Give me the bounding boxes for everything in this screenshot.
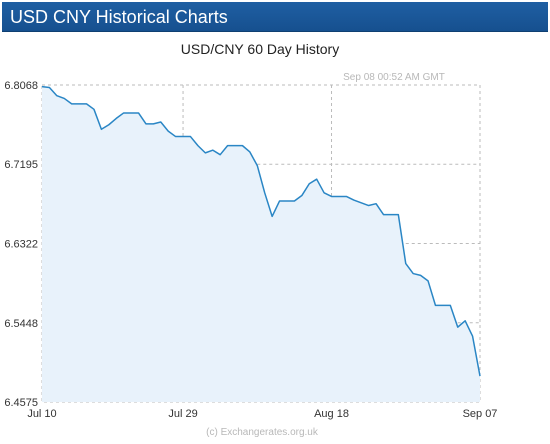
y-tick-label: 6.4575 [4,397,38,409]
y-tick-label: 6.8068 [4,80,38,92]
chart-title: USD/CNY 60 Day History [181,41,339,57]
page-title: USD CNY Historical Charts [10,7,228,27]
x-tick-label: Jul 10 [27,408,56,420]
header-bar: USD CNY Historical Charts [2,2,548,32]
chart-credit: (c) Exchangerates.org.uk [206,427,319,438]
x-tick-label: Sep 07 [463,408,498,420]
chart-timestamp: Sep 08 00:52 AM GMT [343,72,445,83]
chart-container: USD/CNY 60 Day History Sep 08 00:52 AM G… [0,32,550,444]
usd-cny-chart: USD/CNY 60 Day History Sep 08 00:52 AM G… [4,41,497,438]
y-tick-label: 6.5448 [4,318,38,330]
y-tick-label: 6.7195 [4,159,38,171]
y-axis: 6.8068 6.7195 6.6322 6.5448 6.4575 [4,80,38,409]
line-layer [41,85,481,377]
series-line [41,85,481,377]
y-tick-label: 6.6322 [4,238,38,250]
x-tick-label: Jul 29 [168,408,197,420]
x-axis: Jul 10 Jul 29 Aug 18 Sep 07 [27,408,497,420]
area-layer [42,86,480,402]
area-fill [42,86,480,402]
x-tick-label: Aug 18 [314,408,349,420]
